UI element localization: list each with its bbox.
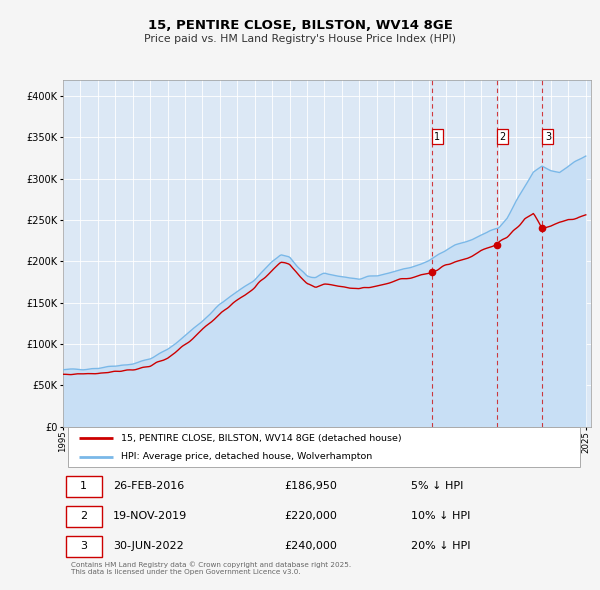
Text: 15, PENTIRE CLOSE, BILSTON, WV14 8GE: 15, PENTIRE CLOSE, BILSTON, WV14 8GE bbox=[148, 19, 452, 32]
Text: £240,000: £240,000 bbox=[285, 542, 338, 551]
Text: 3: 3 bbox=[545, 132, 551, 142]
Text: 20% ↓ HPI: 20% ↓ HPI bbox=[412, 542, 471, 551]
Text: Price paid vs. HM Land Registry's House Price Index (HPI): Price paid vs. HM Land Registry's House … bbox=[144, 34, 456, 44]
Text: 10% ↓ HPI: 10% ↓ HPI bbox=[412, 512, 471, 522]
Text: 26-FEB-2016: 26-FEB-2016 bbox=[113, 481, 184, 491]
Text: 19-NOV-2019: 19-NOV-2019 bbox=[113, 512, 187, 522]
Text: 1: 1 bbox=[80, 481, 87, 491]
FancyBboxPatch shape bbox=[65, 476, 101, 497]
FancyBboxPatch shape bbox=[65, 506, 101, 527]
Text: 15, PENTIRE CLOSE, BILSTON, WV14 8GE (detached house): 15, PENTIRE CLOSE, BILSTON, WV14 8GE (de… bbox=[121, 434, 402, 442]
FancyBboxPatch shape bbox=[68, 427, 580, 467]
Text: 30-JUN-2022: 30-JUN-2022 bbox=[113, 542, 184, 551]
Text: 5% ↓ HPI: 5% ↓ HPI bbox=[412, 481, 464, 491]
Text: 1: 1 bbox=[434, 132, 440, 142]
Text: 2: 2 bbox=[499, 132, 506, 142]
Text: 3: 3 bbox=[80, 542, 87, 551]
FancyBboxPatch shape bbox=[65, 536, 101, 557]
Text: Contains HM Land Registry data © Crown copyright and database right 2025.
This d: Contains HM Land Registry data © Crown c… bbox=[71, 562, 351, 575]
Text: £186,950: £186,950 bbox=[285, 481, 338, 491]
Text: £220,000: £220,000 bbox=[285, 512, 338, 522]
Text: HPI: Average price, detached house, Wolverhampton: HPI: Average price, detached house, Wolv… bbox=[121, 452, 373, 461]
Text: 2: 2 bbox=[80, 512, 87, 522]
